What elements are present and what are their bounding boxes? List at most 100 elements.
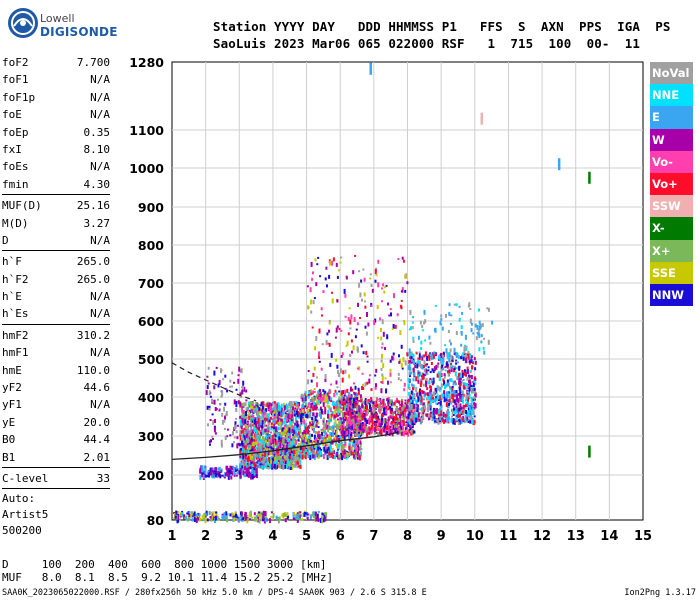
echo-mark (440, 323, 443, 326)
echo-mark (391, 356, 394, 361)
echo-mark (372, 415, 375, 419)
echo-mark (381, 417, 383, 422)
echo-mark (214, 515, 217, 521)
echo-mark (256, 413, 259, 417)
echo-mark (469, 370, 472, 372)
echo-mark (417, 360, 420, 365)
echo-mark (246, 464, 248, 469)
echo-mark (204, 512, 207, 516)
echo-mark (358, 399, 361, 402)
echo-mark (392, 352, 395, 356)
echo-mark (291, 411, 294, 413)
echo-mark (325, 439, 328, 443)
echo-mark (257, 441, 260, 445)
echo-mark (284, 416, 287, 420)
panel-separator (2, 250, 110, 252)
echo-mark (289, 404, 292, 409)
echo-mark (326, 400, 329, 405)
echo-mark (478, 320, 481, 325)
echo-mark (227, 469, 230, 473)
echo-mark (295, 457, 298, 461)
echo-mark (349, 354, 351, 356)
echo-mark (332, 402, 335, 406)
echo-mark (241, 403, 244, 407)
echo-mark (317, 256, 320, 259)
echo-mark (440, 413, 443, 416)
echo-mark (437, 363, 440, 368)
echo-mark (453, 380, 456, 384)
echo-mark (393, 293, 395, 299)
echo-mark (351, 425, 354, 430)
echo-mark (191, 511, 193, 516)
echo-mark (471, 390, 474, 394)
echo-mark (310, 261, 313, 267)
echo-mark (422, 383, 425, 387)
echo-mark (223, 419, 226, 423)
echo-mark (238, 471, 241, 475)
echo-mark (381, 405, 384, 409)
echo-mark (460, 343, 463, 347)
echo-mark (281, 456, 284, 460)
echo-mark (335, 262, 338, 267)
echo-mark (449, 348, 452, 353)
echo-mark (301, 397, 304, 402)
echo-mark (457, 420, 460, 425)
echo-mark (392, 418, 395, 421)
echo-mark (491, 320, 494, 325)
echo-mark (233, 399, 236, 405)
echo-mark (242, 462, 245, 464)
param-name: foF1 (2, 73, 29, 87)
echo-mark (248, 465, 251, 467)
echo-mark (409, 412, 412, 417)
echo-mark (299, 511, 302, 514)
echo-mark (410, 371, 413, 375)
echo-mark (450, 314, 453, 317)
echo-mark (274, 435, 277, 438)
echo-mark (435, 402, 438, 405)
echo-mark (328, 321, 331, 325)
echo-mark (380, 431, 383, 436)
legend-item: NNW (650, 283, 693, 307)
echo-mark (384, 286, 387, 289)
echo-mark (474, 382, 477, 386)
echo-mark (448, 357, 451, 363)
echo-mark (304, 394, 307, 397)
echo-mark (409, 309, 412, 315)
echo-mark (226, 513, 229, 516)
echo-mark (440, 383, 443, 388)
echo-mark (264, 455, 267, 460)
echo-mark (404, 402, 407, 405)
echo-mark (261, 420, 264, 425)
echo-mark (434, 398, 437, 403)
echo-mark (410, 390, 413, 395)
echo-mark (273, 443, 275, 446)
echo-mark (286, 454, 289, 460)
param-name: D (2, 233, 9, 247)
echo-mark (429, 386, 432, 391)
echo-mark (279, 449, 282, 455)
echo-mark (472, 361, 474, 365)
echo-mark (462, 412, 465, 416)
echo-mark (229, 465, 232, 471)
param-value: 0.35 (83, 125, 111, 139)
echo-mark (437, 386, 440, 391)
echo-mark (262, 510, 265, 515)
echo-mark (296, 433, 299, 437)
echo-mark (224, 427, 226, 430)
echo-mark (233, 381, 235, 384)
echo-mark (408, 399, 411, 402)
echo-mark (270, 405, 273, 411)
echo-mark (469, 357, 471, 360)
echo-mark (291, 438, 294, 442)
echo-mark (319, 517, 322, 523)
echo-mark (374, 413, 377, 418)
echo-mark (280, 436, 283, 442)
echo-mark (271, 424, 274, 427)
echo-mark (279, 443, 282, 449)
echo-mark (279, 440, 282, 444)
echo-mark (467, 403, 470, 405)
echo-mark (420, 390, 422, 393)
echo-mark (311, 397, 314, 403)
echo-mark (197, 517, 200, 520)
echo-mark (259, 416, 262, 422)
